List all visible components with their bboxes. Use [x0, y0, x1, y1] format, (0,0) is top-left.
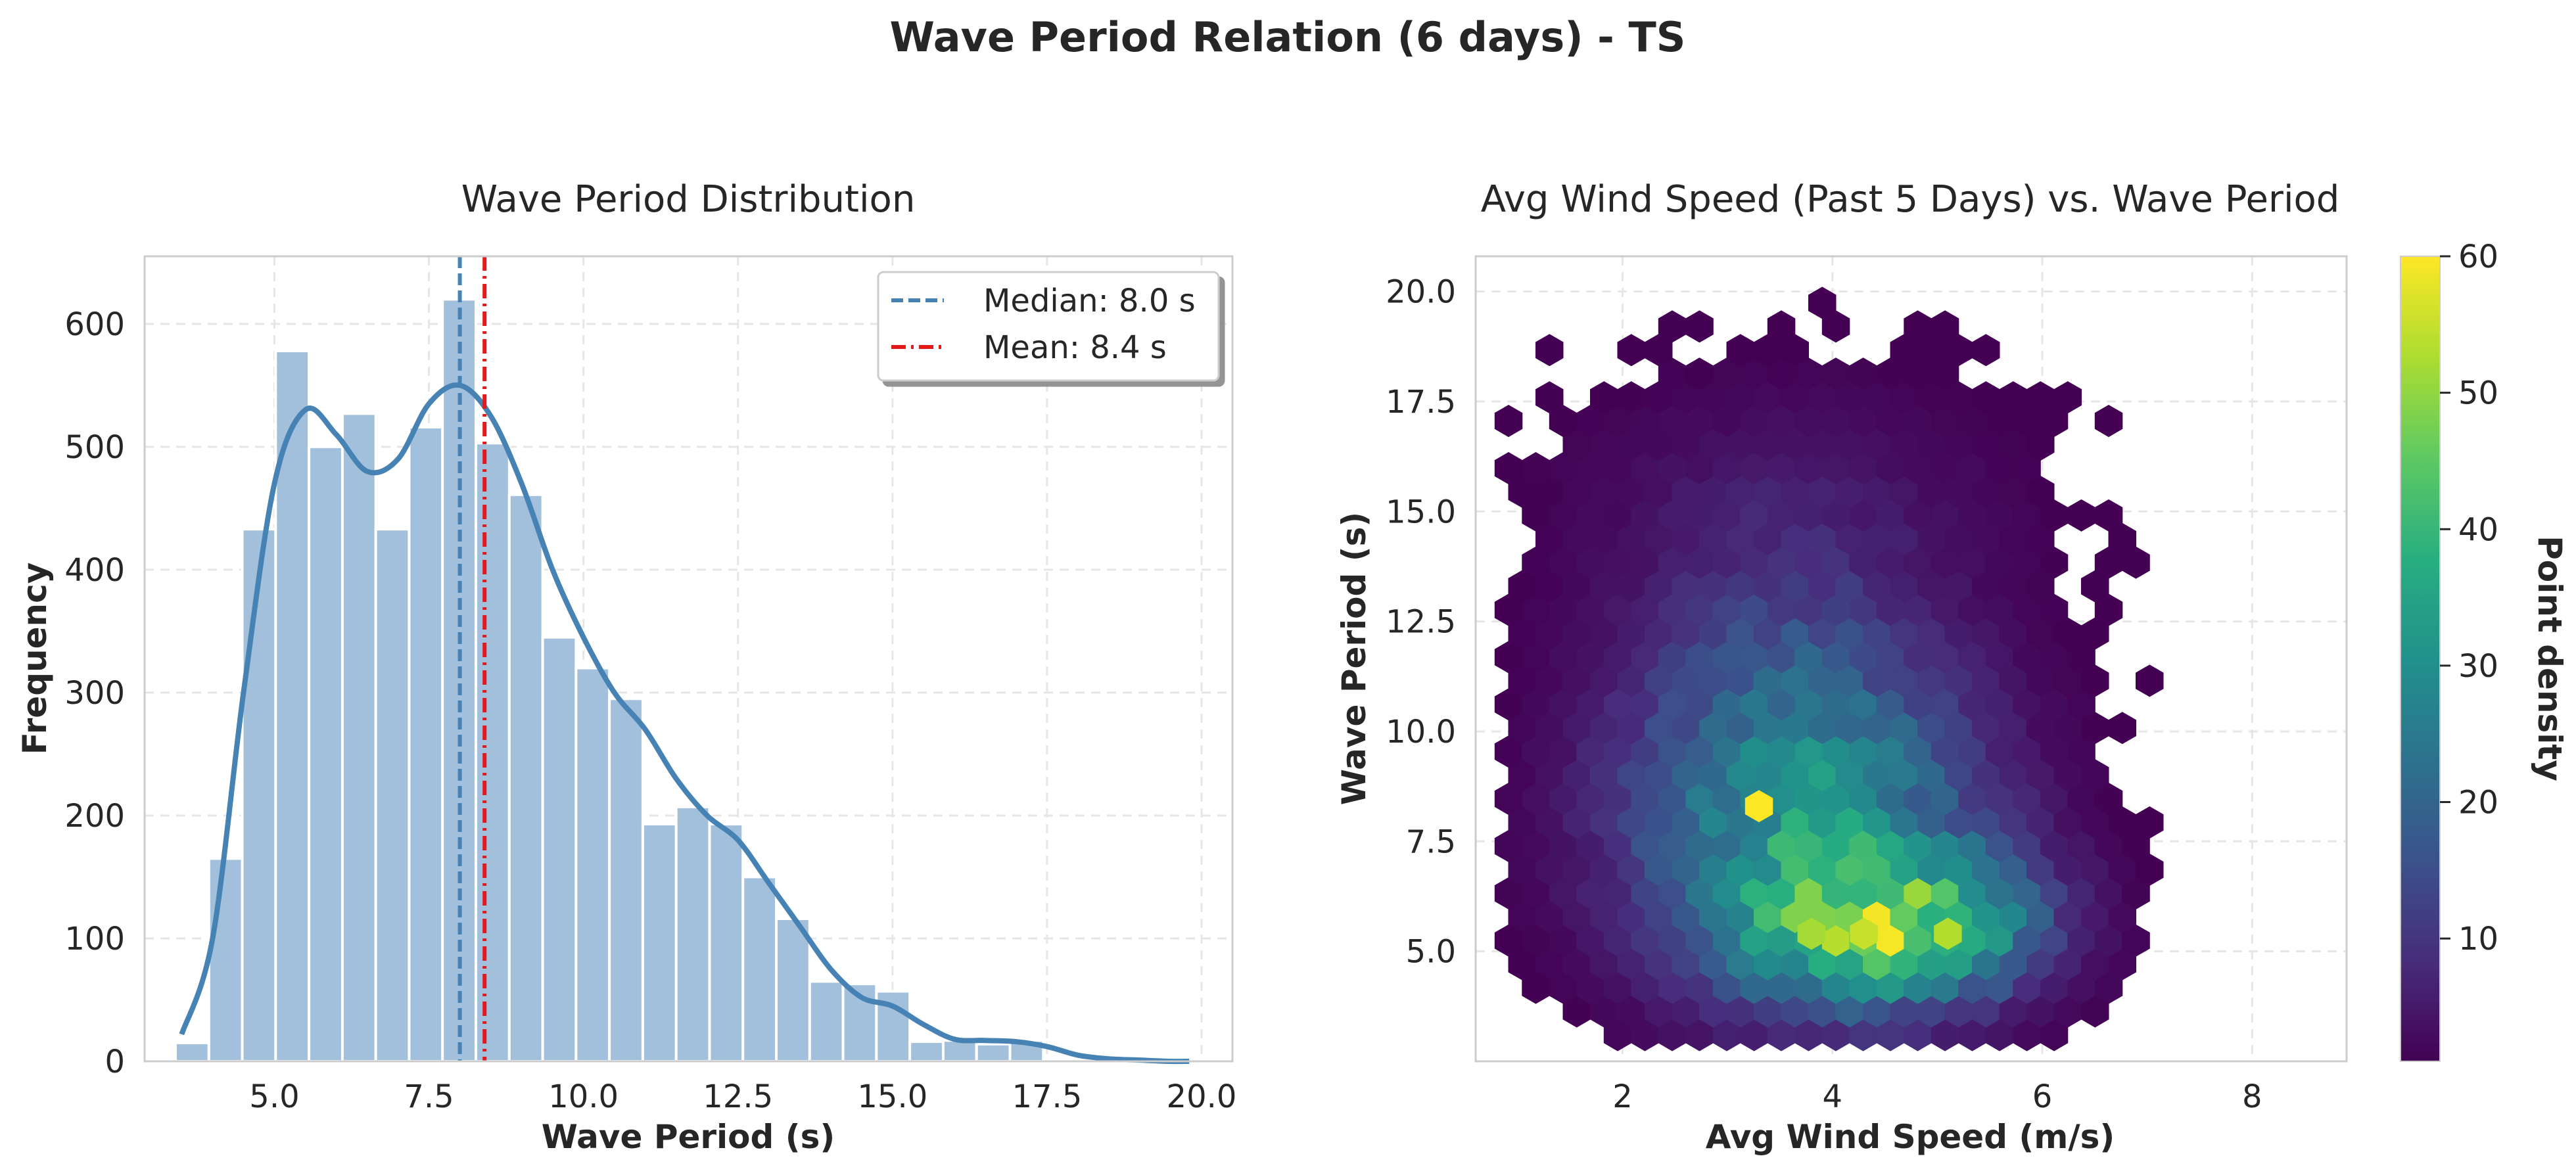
y-tick-label: 12.5 [1386, 604, 1456, 641]
hexbin-chart: Avg Wind Speed (Past 5 Days) vs. Wave Pe… [1335, 178, 2569, 1156]
colorbar-tick-label: 20 [2458, 785, 2498, 821]
hexbin-cell [1767, 310, 1796, 343]
histogram-bar [808, 980, 845, 1063]
hexbin-cell [1494, 405, 1523, 438]
hexbin-cell [1808, 287, 1837, 319]
x-tick-label: 10.0 [548, 1078, 619, 1115]
legend-box [877, 271, 1220, 382]
histogram-y-ticks: 0 100 200 300 400 500 600 [64, 306, 125, 1080]
y-tick-label: 600 [64, 306, 125, 343]
hexbin-peak-cell [1934, 917, 1962, 950]
y-tick-label: 500 [64, 429, 125, 466]
hexbin-x-ticks: 2 4 6 8 [1612, 1078, 2262, 1115]
histogram-bar [308, 445, 344, 1063]
x-tick-label: 4 [1822, 1078, 1842, 1115]
hexbin-peak-cell [1745, 790, 1773, 823]
colorbar-tick-label: 50 [2458, 375, 2498, 412]
x-tick-label: 15.0 [857, 1078, 927, 1115]
histogram-bar [674, 805, 711, 1063]
histogram-bar [207, 857, 244, 1063]
hexbin-cell [1535, 381, 1564, 414]
x-tick-label: 8 [2242, 1078, 2262, 1115]
x-tick-label: 20.0 [1167, 1078, 1237, 1115]
histogram-x-ticks: 5.0 7.5 10.0 12.5 15.0 17.5 20.0 [249, 1078, 1236, 1115]
y-tick-label: 100 [64, 921, 125, 957]
hexbin-peak-cell [1797, 917, 1826, 950]
histogram-bars [174, 298, 1045, 1063]
histogram-frame [143, 255, 1234, 1063]
hexbin-x-axis-label: Avg Wind Speed (m/s) [1706, 1118, 2115, 1156]
y-tick-label: 0 [105, 1044, 125, 1080]
hexbin-title: Avg Wind Speed (Past 5 Days) vs. Wave Pe… [1481, 178, 2340, 221]
histogram-legend: Median: 8.0 s Mean: 8.4 s [877, 271, 1220, 382]
histogram-bar [408, 425, 444, 1063]
histogram-bar [541, 635, 578, 1063]
legend-mean-label: Mean: 8.4 s [983, 329, 1167, 366]
hexbin-cell [1972, 334, 2000, 367]
histogram-reference-lines [457, 256, 487, 1061]
histogram-bar [641, 823, 678, 1063]
histogram-bar [507, 493, 544, 1063]
histogram-bar [574, 666, 611, 1063]
y-tick-label: 7.5 [1406, 823, 1456, 860]
hexbin-cell [2136, 806, 2164, 839]
y-tick-label: 17.5 [1386, 384, 1456, 421]
hexbin-cell [2136, 664, 2164, 697]
y-tick-label: 400 [64, 552, 125, 589]
histogram-kde [179, 382, 1190, 1065]
x-tick-label: 6 [2032, 1078, 2053, 1115]
hexbin-y-axis-label: Wave Period (s) [1335, 512, 1373, 805]
y-tick-label: 200 [64, 798, 125, 835]
hexbin-cell [2094, 405, 2123, 438]
histogram-y-axis-label: Frequency [16, 563, 54, 755]
colorbar: 10 20 30 40 50 60 Point density [2400, 239, 2569, 1062]
x-tick-label: 12.5 [703, 1078, 773, 1115]
hexbin-cell [1685, 310, 1714, 343]
histogram-bar [174, 1041, 210, 1063]
histogram-bar [775, 917, 811, 1063]
hexbin-cell [1931, 310, 1959, 343]
histogram-bar [241, 528, 277, 1063]
histogram-title: Wave Period Distribution [461, 178, 916, 221]
histogram-chart: Wave Period Distribution 5.0 7.5 10.0 12.5 1… [16, 178, 1236, 1156]
colorbar-tick-label: 40 [2458, 511, 2498, 548]
hexbin-cells [1494, 287, 2164, 1051]
hexbin-cell [1535, 334, 1564, 367]
histogram-bar [608, 697, 644, 1063]
x-tick-label: 7.5 [404, 1078, 454, 1115]
histogram-x-axis-label: Wave Period (s) [542, 1118, 835, 1156]
hexbin-cell [2053, 381, 2082, 414]
colorbar-label: Point density [2531, 536, 2569, 781]
histogram-bar [908, 1040, 945, 1063]
hexbin-peak-cell [1850, 917, 1878, 950]
x-tick-label: 5.0 [249, 1078, 299, 1115]
hexbin-cell [2108, 712, 2136, 745]
figure-suptitle: Wave Period Relation (6 days) - TS [890, 13, 1686, 61]
histogram-bar [941, 1039, 978, 1063]
colorbar-gradient [2400, 256, 2441, 1062]
x-tick-label: 2 [1612, 1078, 1633, 1115]
colorbar-ticks: 10 20 30 40 50 60 [2440, 239, 2498, 957]
colorbar-tick-label: 60 [2458, 239, 2498, 275]
hexbin-cell [2094, 499, 2123, 532]
histogram-bar [975, 1042, 1012, 1063]
y-tick-label: 300 [64, 675, 125, 712]
y-tick-label: 20.0 [1386, 274, 1456, 311]
y-tick-label: 15.0 [1386, 494, 1456, 530]
histogram-bar [340, 412, 377, 1063]
hexbin-frame [1474, 255, 2348, 1063]
y-tick-label: 5.0 [1406, 934, 1456, 971]
hexbin-y-ticks: 5.0 7.5 10.0 12.5 15.0 17.5 20.0 [1386, 274, 1456, 971]
kde-curve [179, 382, 1190, 1065]
histogram-bar [741, 875, 778, 1063]
histogram-bar [374, 528, 411, 1063]
histogram-bar [475, 442, 511, 1063]
colorbar-tick-label: 30 [2458, 648, 2498, 685]
legend-median-label: Median: 8.0 s [983, 283, 1196, 319]
colorbar-tick-label: 10 [2458, 921, 2498, 957]
histogram-bar [708, 823, 745, 1063]
x-tick-label: 17.5 [1012, 1078, 1082, 1115]
y-tick-label: 10.0 [1386, 714, 1456, 750]
